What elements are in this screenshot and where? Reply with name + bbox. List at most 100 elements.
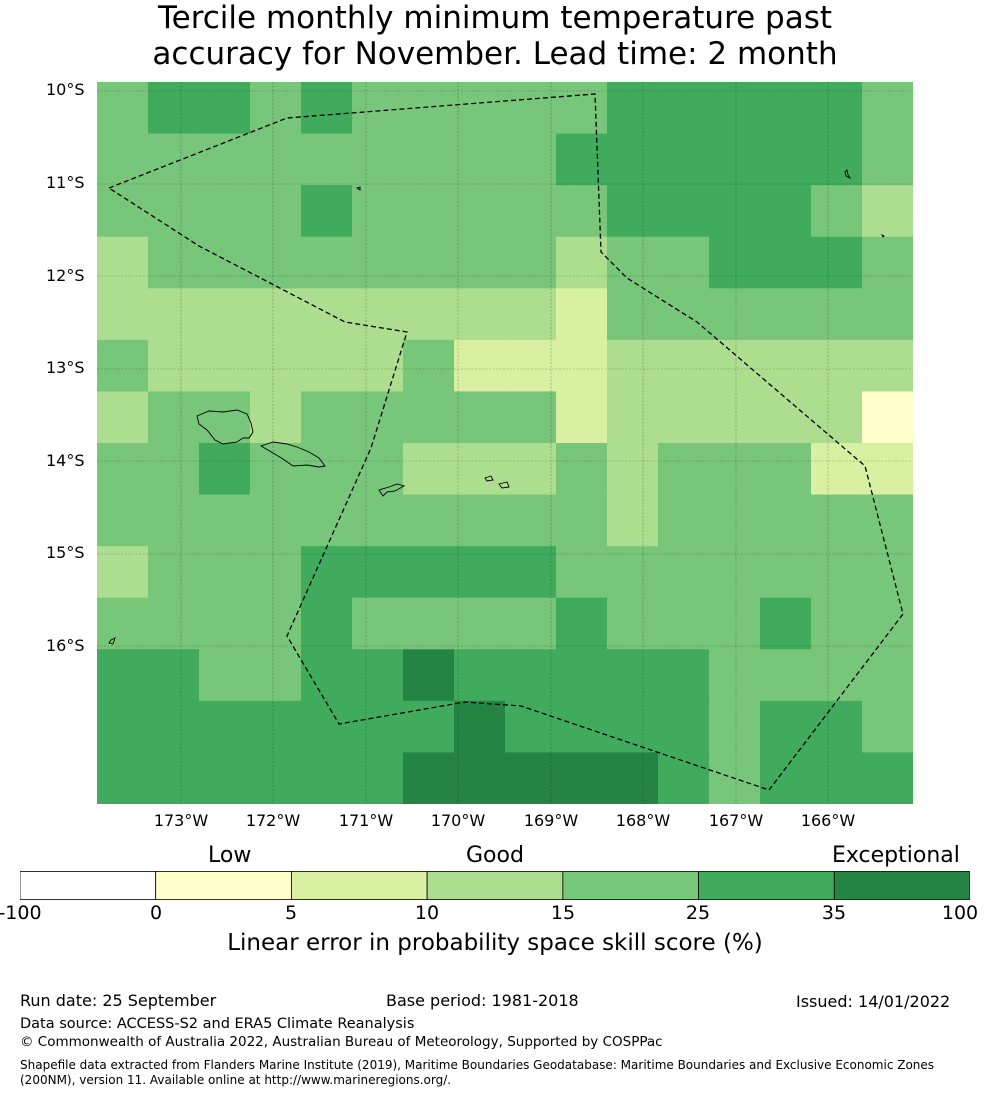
swains-island — [355, 186, 361, 191]
skill-cell — [403, 597, 455, 650]
skill-cell — [352, 236, 404, 289]
skill-cell — [607, 700, 659, 754]
skill-cell — [811, 700, 863, 754]
colorbar-tick-5: 5 — [284, 902, 298, 924]
skill-cell — [607, 546, 659, 599]
colorbar-swatches — [20, 871, 970, 900]
skill-cell — [658, 133, 710, 186]
lat-label-14s: 14°S — [46, 451, 85, 470]
skill-cell — [454, 443, 506, 496]
skill-cell — [97, 288, 149, 341]
skill-cell — [607, 752, 659, 804]
skill-cell — [403, 494, 455, 547]
upolu-island — [259, 441, 326, 468]
lon-label-173w: 173°W — [153, 811, 209, 830]
skill-cell — [403, 288, 455, 341]
skill-cell — [97, 494, 149, 547]
skill-cell — [658, 649, 710, 702]
skill-cell — [97, 133, 149, 186]
lat-label-10s: 10°S — [46, 80, 85, 99]
skill-cell — [709, 546, 761, 599]
colorbar-tick-25: 25 — [685, 902, 711, 924]
skill-cell — [709, 339, 761, 393]
skill-cell — [148, 133, 200, 186]
skill-cell — [352, 752, 404, 804]
skill-cell — [403, 649, 455, 702]
skill-cell — [811, 185, 863, 238]
skill-cell — [454, 339, 506, 393]
skill-cell — [97, 339, 149, 393]
skill-cell — [301, 443, 353, 496]
skill-cell — [760, 133, 812, 186]
skill-cell — [148, 700, 200, 754]
colorbar-swatch — [698, 871, 835, 900]
skill-cell — [148, 752, 200, 804]
skill-cell — [199, 339, 251, 393]
colorbar-label: Linear error in probability space skill … — [227, 930, 763, 956]
skill-cell — [658, 82, 710, 135]
skill-cell — [505, 494, 557, 547]
skill-cell — [760, 288, 812, 341]
data-source: Data source: ACCESS-S2 and ERA5 Climate … — [20, 1016, 415, 1032]
skill-cell — [760, 82, 812, 135]
skill-cell — [199, 82, 251, 135]
colorbar-category-good: Good — [466, 843, 524, 868]
skill-cell — [811, 494, 863, 547]
skill-cell — [505, 443, 557, 496]
skill-cell — [607, 649, 659, 702]
lat-label-13s: 13°S — [46, 358, 85, 377]
skill-cell — [199, 288, 251, 341]
eez-boundary — [108, 93, 904, 791]
skill-cell — [148, 546, 200, 599]
skill-cell — [352, 288, 404, 341]
skill-cell — [862, 752, 913, 804]
skill-cell — [760, 339, 812, 393]
skill-cell — [658, 185, 710, 238]
skill-cell — [556, 443, 608, 496]
skill-cell — [709, 391, 761, 444]
skill-cell — [811, 82, 863, 135]
skill-cell — [148, 597, 200, 650]
skill-cell — [505, 236, 557, 289]
skill-cell — [250, 700, 302, 754]
skill-cell — [607, 391, 659, 444]
skill-cell — [352, 185, 404, 238]
colorbar-swatch — [20, 871, 157, 900]
run-date: Run date: 25 September — [20, 991, 217, 1010]
skill-cell — [760, 649, 812, 702]
colorbar-tick-minus100: -100 — [0, 902, 42, 924]
skill-cell — [862, 494, 913, 547]
skill-cell — [403, 546, 455, 599]
skill-cell — [505, 649, 557, 702]
lon-label-171w: 171°W — [338, 811, 394, 830]
skill-cell — [454, 494, 506, 547]
skill-cell — [607, 82, 659, 135]
skill-cell — [250, 288, 302, 341]
skill-cell — [760, 443, 812, 496]
skill-cell — [556, 236, 608, 289]
skill-cell — [250, 82, 302, 135]
map-title-line-1: Tercile monthly minimum temperature past — [157, 0, 833, 36]
skill-cell — [97, 391, 149, 444]
skill-cell — [658, 339, 710, 393]
skill-cell — [658, 700, 710, 754]
skill-cell — [352, 443, 404, 496]
skill-cell — [556, 546, 608, 599]
skill-cell — [811, 752, 863, 804]
skill-cell — [709, 236, 761, 289]
skill-cell — [199, 546, 251, 599]
skill-cell — [811, 649, 863, 702]
skill-cell — [709, 82, 761, 135]
skill-cell — [199, 597, 251, 650]
skill-cell — [505, 752, 557, 804]
skill-cell — [403, 443, 455, 496]
skill-cell — [403, 236, 455, 289]
skill-cell — [607, 597, 659, 650]
skill-cell — [454, 288, 506, 341]
skill-cell — [352, 649, 404, 702]
skill-cell — [250, 752, 302, 804]
colorbar-swatch — [291, 871, 428, 900]
skill-cell — [811, 133, 863, 186]
skill-grid — [97, 82, 913, 804]
copyright: © Commonwealth of Australia 2022, Austra… — [20, 1034, 663, 1050]
